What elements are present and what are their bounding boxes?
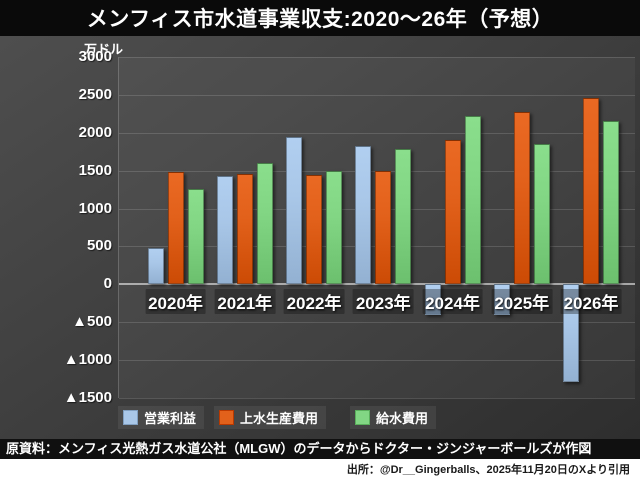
x-axis-label: 2024年 [422, 289, 483, 315]
bar-operating-profit [563, 284, 579, 383]
y-tick-label: ▲1500 [63, 389, 112, 406]
y-tick-label: 2500 [78, 85, 112, 103]
chart-area: 万ドル 2020年 2021年 2022年 2023年 2024年 2025年 2026年 … [0, 36, 640, 439]
bar-water-production-cost [513, 112, 530, 285]
grid-line [119, 57, 635, 58]
legend-label: 給水費用 [376, 410, 429, 426]
bar-water-supply-cost [533, 144, 550, 285]
grid-line [119, 322, 635, 324]
x-axis-label: 2026年 [560, 289, 622, 315]
y-tick-label: 0 [103, 275, 112, 293]
bar-water-supply-cost [187, 188, 204, 285]
x-axis-label: 2023年 [352, 289, 414, 315]
y-tick-label: ▲500 [72, 313, 112, 331]
legend-item-water-supply-cost: 給水費用 [350, 405, 437, 429]
legend-swatch-blue-icon [123, 409, 138, 425]
legend-label: 営業利益 [144, 410, 197, 426]
x-axis-line [119, 283, 635, 286]
x-axis-label: 2020年 [145, 289, 206, 315]
source-note: 原資料：メンフィス光熱ガス水道公社（MLGW）のデータからドクター・ジンジャーボ… [0, 439, 640, 459]
bar-operating-profit [493, 284, 510, 316]
y-tick-label: ▲1000 [63, 351, 112, 369]
bar-water-supply-cost [256, 163, 273, 285]
bar-operating-profit [147, 247, 164, 285]
bar-water-supply-cost [603, 121, 619, 285]
y-axis-unit-label: 万ドル [84, 42, 124, 57]
legend-label: 上水生産費用 [240, 410, 319, 426]
legend-swatch-green-icon [355, 409, 371, 425]
citation-note: 出所：@Dr__Gingerballs、2025年11月20日のXより引用 [0, 459, 640, 482]
legend-swatch-orange-icon [219, 409, 235, 425]
y-tick-label: 1000 [78, 199, 112, 217]
x-axis-label: 2021年 [214, 289, 276, 315]
legend-item-operating-profit: 営業利益 [118, 405, 205, 429]
bar-water-production-cost [236, 173, 253, 285]
bar-water-production-cost [306, 175, 322, 285]
bar-water-production-cost [167, 172, 184, 285]
grid-line [119, 360, 635, 362]
legend-item-water-production-cost: 上水生産費用 [214, 405, 327, 429]
bar-operating-profit [355, 146, 372, 285]
bar-operating-profit [216, 175, 233, 285]
bar-water-production-cost [444, 139, 461, 285]
y-tick-label: 1500 [78, 161, 112, 179]
plot-area: 2020年 2021年 2022年 2023年 2024年 2025年 2026年 [118, 57, 635, 399]
bar-water-production-cost [375, 170, 392, 285]
chart-legend: 営業利益 上水生産費用 給水費用 [118, 405, 437, 429]
grid-line [119, 398, 635, 399]
bar-operating-profit [286, 136, 302, 285]
y-tick-label: 3000 [78, 48, 112, 65]
grid-line [119, 132, 635, 134]
y-tick-label: 500 [86, 237, 112, 255]
x-axis-label: 2022年 [283, 289, 345, 315]
bar-water-supply-cost [395, 148, 412, 285]
bar-water-supply-cost [326, 171, 342, 285]
bar-water-supply-cost [464, 116, 481, 285]
chart-title: メンフィス市水道事業収支:2020〜26年（予想） [0, 0, 640, 36]
y-tick-label: 2000 [78, 123, 112, 141]
grid-line [119, 94, 635, 96]
bar-operating-profit [424, 284, 441, 315]
x-axis-label: 2025年 [491, 289, 553, 315]
bar-water-production-cost [583, 97, 599, 285]
